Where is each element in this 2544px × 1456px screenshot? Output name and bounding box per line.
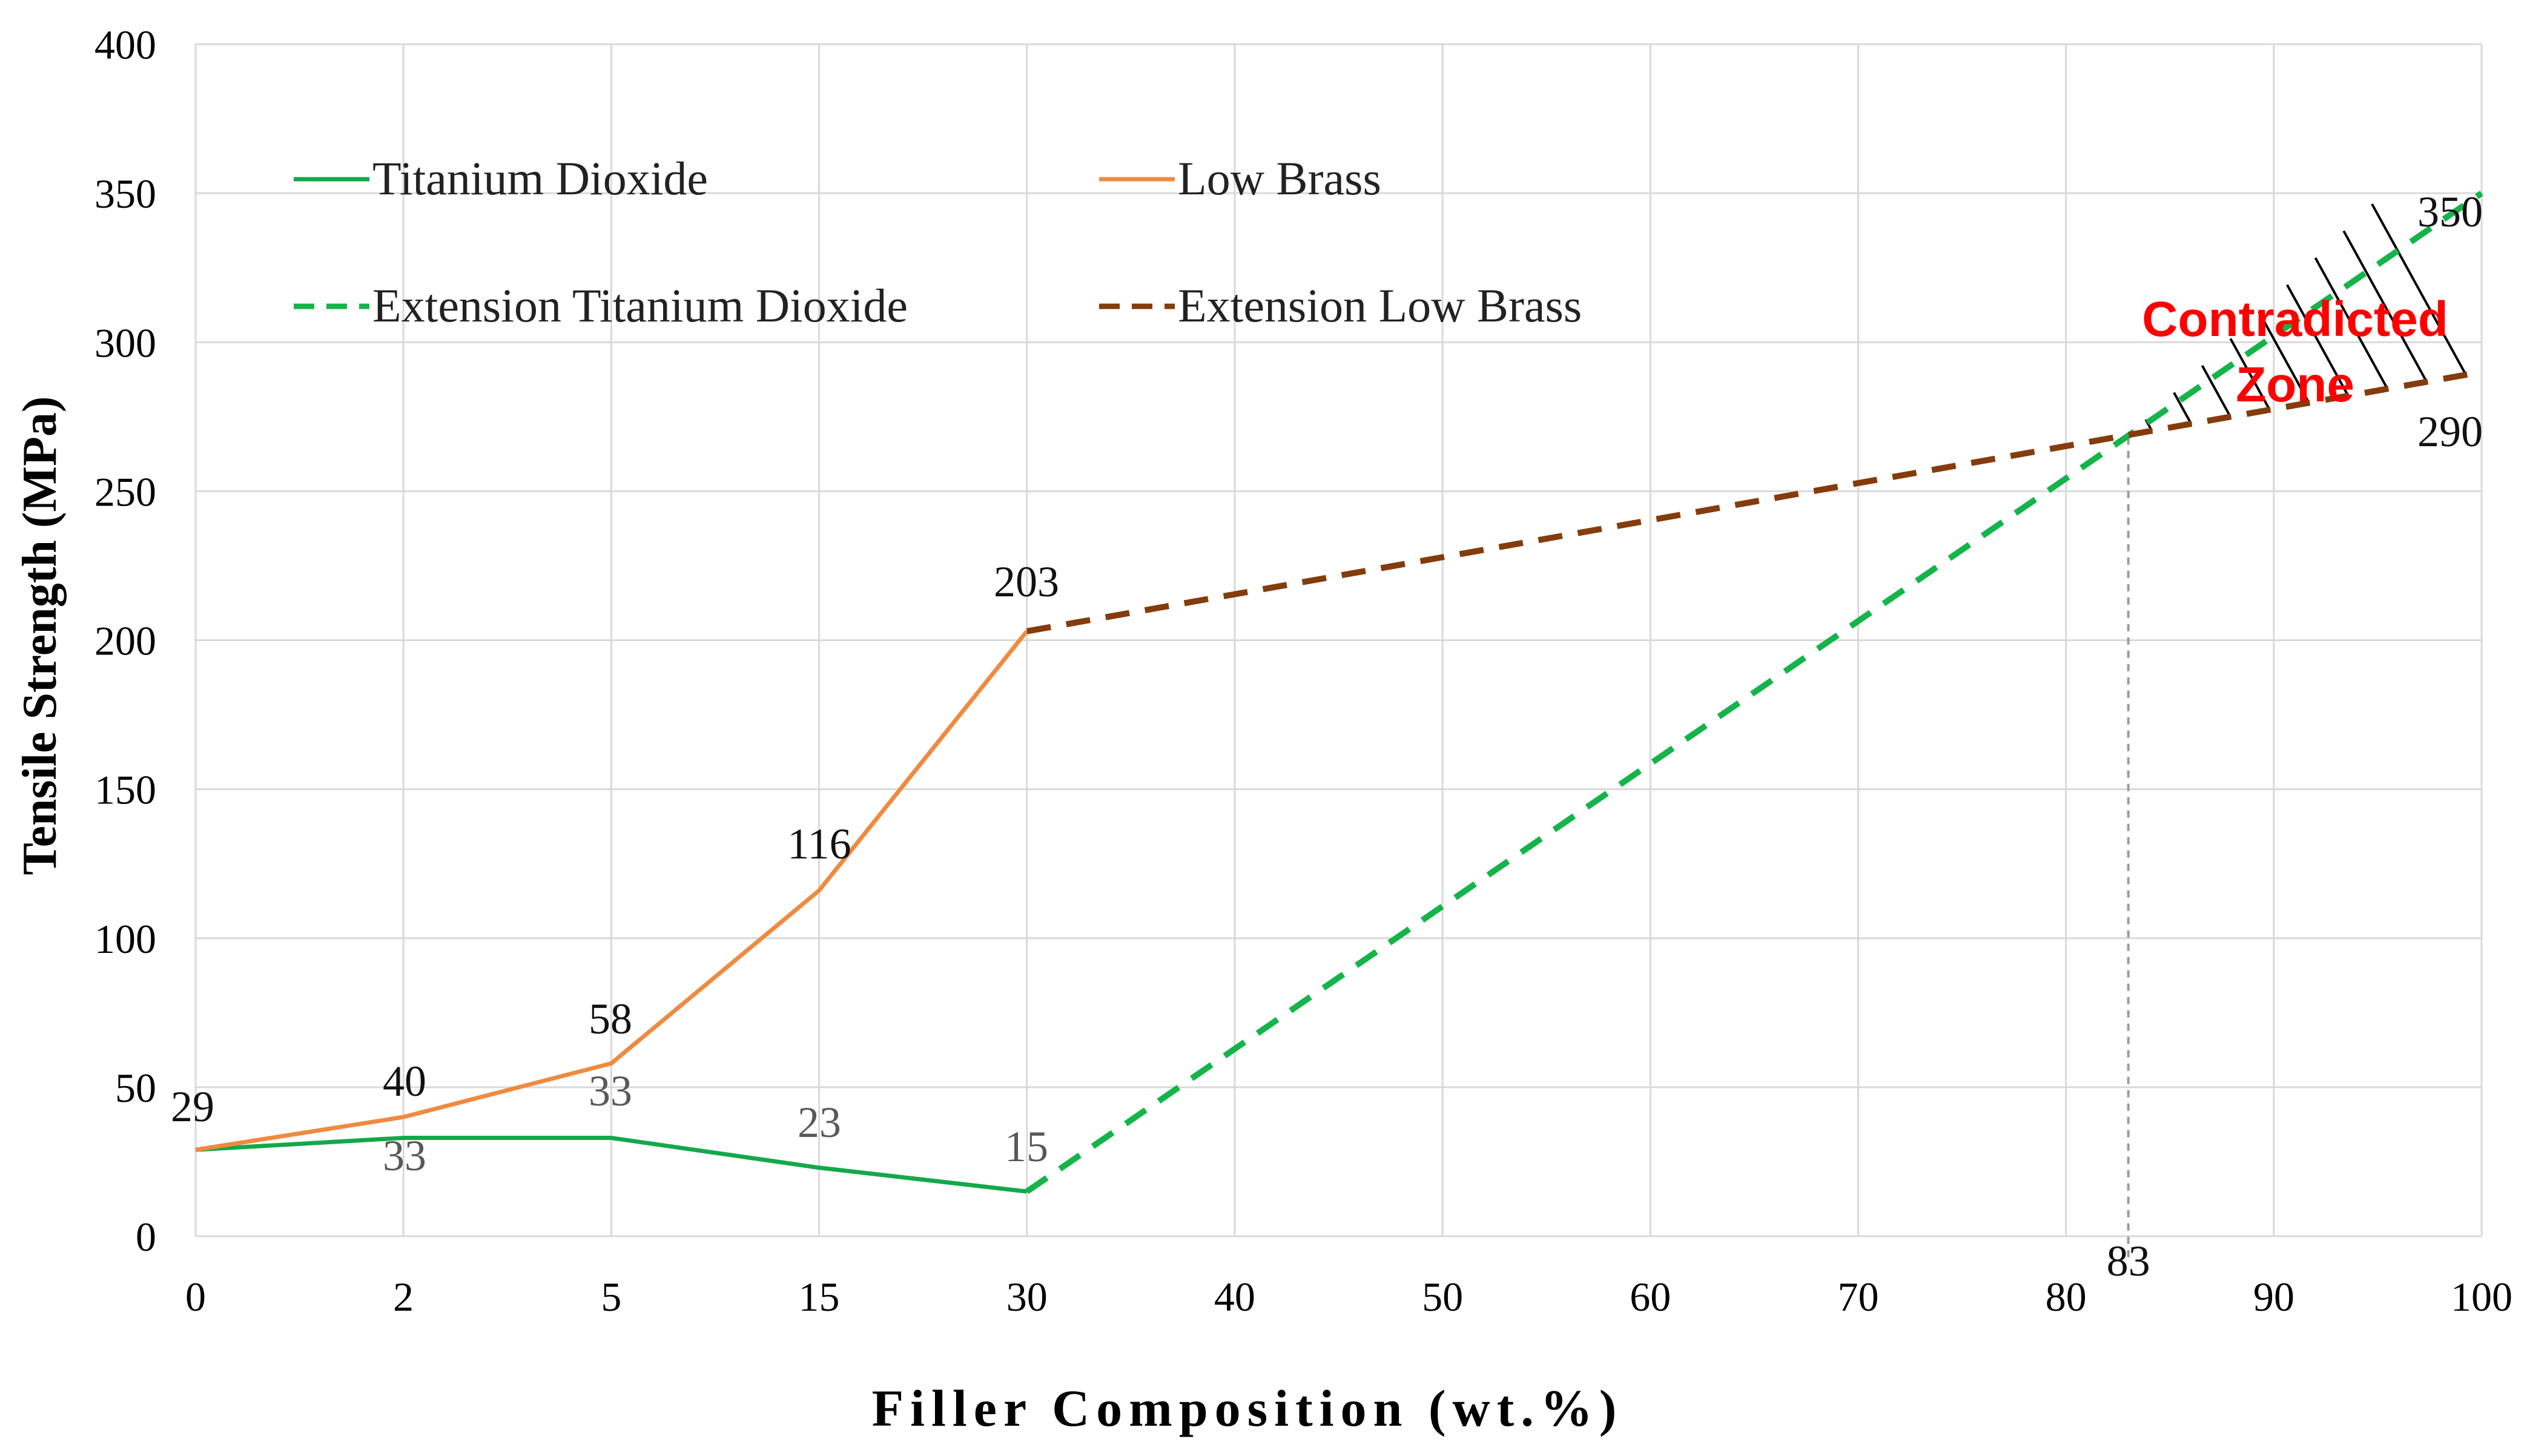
y-tick-label: 250 bbox=[94, 469, 156, 515]
hatch-line bbox=[2201, 364, 2232, 418]
x-tick-label: 5 bbox=[601, 1274, 621, 1320]
legend-label-extension-low-brass: Extension Low Brass bbox=[1178, 279, 1582, 332]
hatch-line bbox=[2286, 284, 2350, 397]
y-tick-label: 150 bbox=[94, 767, 156, 813]
contradicted-zone-hatch bbox=[2144, 203, 2467, 432]
x-tick-label: 70 bbox=[1837, 1274, 1878, 1320]
y-tick-label: 50 bbox=[115, 1065, 156, 1111]
x-axis-ticks: 0 2 5 15 30 40 50 60 70 80 90 100 bbox=[185, 1274, 2513, 1320]
hatch-line bbox=[2342, 230, 2428, 383]
hatch-line bbox=[2229, 338, 2271, 410]
gridlines bbox=[194, 43, 2483, 1237]
legend-label-extension-titanium-dioxide: Extension Titanium Dioxide bbox=[372, 279, 908, 332]
x-tick-label: 40 bbox=[1214, 1274, 1255, 1320]
data-label-titanium-dioxide: 33 bbox=[383, 1132, 426, 1180]
series-lines bbox=[195, 191, 2483, 1194]
zone-annotation-line2: Zone bbox=[2236, 357, 2354, 412]
y-axis-ticks: 0 50 100 150 200 250 300 350 400 bbox=[94, 22, 156, 1260]
x-tick-label: 0 bbox=[185, 1274, 206, 1320]
x-tick-label: 90 bbox=[2253, 1274, 2295, 1320]
intersection-label: 83 bbox=[2107, 1237, 2150, 1285]
data-label-titanium-dioxide: 23 bbox=[798, 1098, 841, 1147]
series-line-extension-low-brass bbox=[1026, 369, 2482, 634]
data-label-low-brass: 116 bbox=[787, 820, 851, 868]
data-label-end-tio2: 350 bbox=[2417, 188, 2483, 236]
y-tick-label: 100 bbox=[94, 916, 156, 962]
x-tick-label: 2 bbox=[393, 1274, 414, 1320]
x-tick-label: 15 bbox=[799, 1274, 840, 1320]
legend: Titanium Dioxide Low Brass Extension Tit… bbox=[294, 152, 1582, 332]
hatch-line bbox=[2314, 257, 2389, 390]
y-tick-label: 300 bbox=[94, 320, 156, 366]
legend-label-titanium-dioxide: Titanium Dioxide bbox=[372, 152, 708, 205]
data-label-low-brass: 58 bbox=[589, 995, 632, 1043]
x-tick-label: 50 bbox=[1422, 1274, 1463, 1320]
series-line-titanium-dioxide bbox=[195, 1136, 1028, 1194]
y-tick-label: 400 bbox=[94, 22, 156, 68]
x-tick-label: 100 bbox=[2451, 1274, 2513, 1320]
x-axis-title: Filler Composition (wt.%) bbox=[872, 1379, 1624, 1437]
data-label-low-brass: 40 bbox=[383, 1057, 426, 1105]
y-tick-label: 0 bbox=[136, 1214, 156, 1260]
x-tick-label: 80 bbox=[2046, 1274, 2087, 1320]
series-line-low-brass bbox=[195, 630, 1029, 1152]
data-label-titanium-dioxide: 15 bbox=[1005, 1122, 1048, 1171]
data-label-end-brass: 290 bbox=[2417, 407, 2483, 456]
hatch-line bbox=[2173, 392, 2193, 424]
data-label-low-brass: 203 bbox=[994, 558, 1059, 606]
data-labels: 29 40 58 116 203 33 33 23 15 350 290 bbox=[171, 188, 2483, 1180]
x-tick-label: 30 bbox=[1006, 1274, 1048, 1320]
series-line-extension-titanium-dioxide bbox=[1025, 191, 2483, 1194]
hatch-line bbox=[2258, 311, 2310, 404]
x-tick-label: 60 bbox=[1630, 1274, 1671, 1320]
legend-label-low-brass: Low Brass bbox=[1178, 152, 1381, 205]
data-label-titanium-dioxide: 33 bbox=[589, 1067, 632, 1115]
hatch-line bbox=[2371, 203, 2467, 376]
y-tick-label: 350 bbox=[94, 171, 156, 217]
y-tick-label: 200 bbox=[94, 618, 156, 664]
zone-annotation-line1: Contradicted bbox=[2142, 292, 2448, 347]
data-label-low-brass: 29 bbox=[171, 1082, 214, 1131]
y-axis-title: Tensile Strength (MPa) bbox=[13, 396, 67, 875]
